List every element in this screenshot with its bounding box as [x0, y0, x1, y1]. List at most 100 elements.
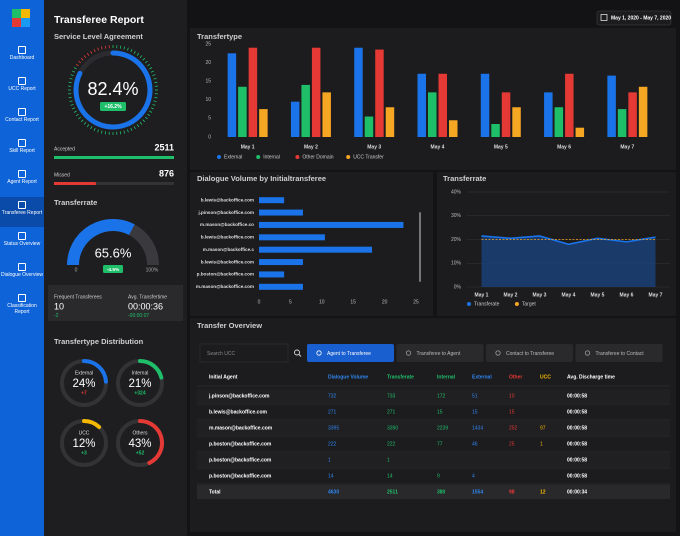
- bar: [259, 109, 268, 137]
- total-bg: [197, 485, 670, 499]
- donut-change: +3: [81, 450, 87, 456]
- bar: [638, 86, 648, 137]
- legend-swatch: [256, 155, 261, 159]
- nav-item[interactable]: Dialogue Overview: [0, 259, 44, 289]
- donut-change: +324: [134, 390, 145, 396]
- label: Frequent Transferees: [54, 294, 102, 300]
- nav-item[interactable]: Agent Report: [0, 166, 44, 196]
- gauge-tick: [136, 52, 140, 56]
- search-box[interactable]: [199, 343, 289, 363]
- calendar-icon: [600, 14, 608, 21]
- donut-value: 43%: [128, 438, 151, 450]
- gauge-tick: [100, 46, 103, 50]
- nav-item[interactable]: Skill Report: [0, 135, 44, 165]
- x-tick-label: May 7: [620, 144, 634, 150]
- bar: [438, 73, 447, 137]
- cell: 51: [472, 393, 478, 399]
- gauge-tick: [147, 63, 151, 67]
- nav-label: Status Overview: [3, 241, 41, 247]
- bar: [449, 120, 458, 137]
- tab-icon: [495, 350, 501, 356]
- gauge-tick: [130, 127, 133, 131]
- date-range: May 1, 2020 - May 7, 2020: [611, 15, 671, 21]
- logo-part: [21, 18, 30, 27]
- total-cell: 00:00:34: [567, 489, 587, 495]
- legend-label: Internal: [263, 154, 280, 160]
- bar: [248, 47, 258, 137]
- gauge-tick: [139, 121, 143, 125]
- donut-arc: [82, 419, 102, 429]
- nav-icon: [18, 139, 26, 147]
- tab[interactable]: [307, 344, 394, 362]
- nav-label: Dashboard: [9, 55, 35, 61]
- tab[interactable]: [486, 344, 573, 362]
- x-tick-label: 20: [382, 299, 388, 305]
- cell: 1: [540, 441, 543, 447]
- bar: [375, 49, 384, 137]
- cell: 4: [472, 473, 475, 479]
- gauge-tick: [97, 47, 100, 51]
- cell: 732: [328, 393, 337, 399]
- bar: [575, 127, 585, 137]
- x-tick-label: 25: [413, 299, 419, 305]
- section-title: Service Level Agreement: [54, 32, 143, 41]
- gauge-tick: [142, 57, 146, 61]
- nav-item[interactable]: Transferee Report: [0, 197, 44, 227]
- y-tick-label: 40%: [451, 189, 462, 195]
- nav-item[interactable]: Dashboard: [0, 42, 44, 72]
- total-cell: Total: [209, 489, 221, 495]
- total-cell: 1554: [472, 489, 483, 495]
- nav-item[interactable]: Contact Report: [0, 104, 44, 134]
- cell: 15: [437, 409, 443, 415]
- gauge-tick: [142, 119, 146, 123]
- bar: [259, 283, 303, 290]
- date-picker[interactable]: [596, 10, 672, 26]
- section-title: Transferrate: [54, 198, 97, 207]
- row-bg: [197, 437, 670, 451]
- legend-label: External: [224, 154, 242, 160]
- bar: [259, 221, 404, 228]
- x-tick-label: May 5: [591, 292, 605, 298]
- cell: 77: [437, 441, 443, 447]
- bar-track: [54, 182, 174, 185]
- y-tick-label: b.lewis@backoffice.com: [201, 235, 254, 240]
- nav-icon: [18, 46, 26, 54]
- legend-label: Transferate: [474, 301, 500, 307]
- donut-arc: [138, 419, 164, 465]
- badge: [103, 265, 123, 273]
- nav-item[interactable]: Classification Report: [0, 290, 44, 320]
- x-tick-label: May 1: [475, 292, 489, 298]
- gauge-tick: [133, 50, 136, 54]
- y-tick-label: b.lewis@backoffice.com: [201, 259, 254, 264]
- cell: 00:00:58: [567, 425, 587, 431]
- tab[interactable]: [396, 344, 484, 362]
- nav-label: Contact Report: [5, 117, 39, 123]
- cell: 222: [387, 441, 396, 447]
- tab[interactable]: [575, 344, 663, 362]
- total-cell: 380: [437, 489, 446, 495]
- nav-icon: [18, 170, 26, 178]
- gauge-tick: [73, 110, 77, 113]
- gauge-tick: [93, 49, 96, 53]
- gauge-tick: [90, 50, 93, 54]
- cell: b.lewis@backoffice.com: [209, 409, 268, 415]
- bar: [238, 86, 247, 137]
- column-header: External: [472, 374, 492, 380]
- x-tick-label: May 6: [620, 292, 634, 298]
- bar: [417, 73, 426, 137]
- cell: 172: [437, 393, 446, 399]
- cell: 9: [437, 473, 440, 479]
- label: Missed: [54, 172, 70, 178]
- gauge-tick: [75, 113, 79, 117]
- gauge-tick: [144, 116, 148, 120]
- nav-item[interactable]: Status Overview: [0, 228, 44, 258]
- bar: [227, 53, 237, 137]
- nav-item[interactable]: UCC Report: [0, 73, 44, 103]
- y-tick-label: b.lewis@backoffice.com: [201, 197, 254, 202]
- nav-label: Transferee Report: [1, 210, 43, 216]
- x-tick-label: May 4: [431, 144, 445, 150]
- bar: [301, 84, 310, 137]
- y-tick-label: 10%: [451, 261, 462, 267]
- y-tick-label: 15: [205, 79, 211, 85]
- badge: [100, 102, 126, 111]
